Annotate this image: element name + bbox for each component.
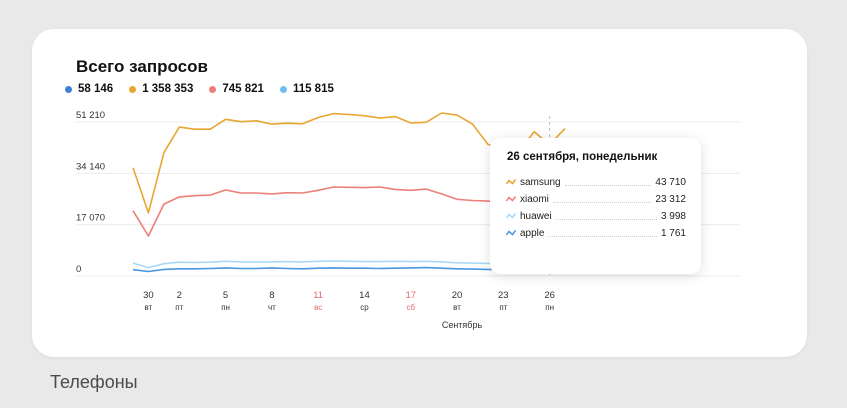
legend-item[interactable]: 745 821 xyxy=(209,83,264,95)
x-tick-weekday: пн xyxy=(221,303,230,312)
tooltip-value: 43 710 xyxy=(655,176,686,188)
x-tick-label: 5 xyxy=(223,290,228,301)
tooltip-leader xyxy=(548,229,657,237)
x-tick-weekday: пт xyxy=(175,303,183,312)
x-tick-label: 17 xyxy=(405,290,416,301)
tooltip-series-name: huawei xyxy=(520,210,552,222)
x-tick-label: 14 xyxy=(359,290,370,301)
y-tick-label: 17 070 xyxy=(76,213,105,224)
tooltip-row: xiaomi 23 312 xyxy=(506,192,686,206)
x-tick-label: 2 xyxy=(177,290,182,301)
legend-item[interactable]: 58 146 xyxy=(65,83,113,95)
x-tick-label: 11 xyxy=(313,290,323,301)
legend-total: 1 358 353 xyxy=(142,83,194,95)
tooltip-series-name: apple xyxy=(520,227,545,239)
legend-dot xyxy=(129,85,137,93)
tooltip-row: apple 1 761 xyxy=(506,226,686,240)
x-tick-label: 20 xyxy=(452,290,463,301)
legend-total: 115 815 xyxy=(292,83,334,95)
x-tick-weekday: пн xyxy=(545,303,554,312)
legend-item[interactable]: 115 815 xyxy=(279,83,334,95)
tooltip-leader xyxy=(555,212,657,220)
series-line-icon xyxy=(506,213,516,219)
x-tick-label: 23 xyxy=(498,290,509,301)
x-tick-weekday: вт xyxy=(453,303,461,312)
chart-card: Всего запросов 58 146 1 358 353 745 821 115… xyxy=(32,29,807,357)
legend-dot xyxy=(209,85,217,93)
y-tick-label: 34 140 xyxy=(76,161,105,172)
series-line-icon xyxy=(506,179,516,185)
legend-total: 58 146 xyxy=(78,83,114,95)
series-line-icon xyxy=(506,230,516,236)
card-caption: Телефоны xyxy=(50,372,138,392)
legend-item[interactable]: 1 358 353 xyxy=(129,83,193,95)
tooltip-series-name: xiaomi xyxy=(520,193,549,205)
x-tick-label: 26 xyxy=(544,290,555,301)
tooltip-leader xyxy=(552,195,652,203)
x-tick-weekday: вс xyxy=(314,303,322,312)
tooltip-leader xyxy=(564,178,652,186)
x-tick-weekday: пт xyxy=(499,303,507,312)
tooltip-value: 1 761 xyxy=(660,227,686,239)
tooltip-value: 23 312 xyxy=(655,193,686,205)
x-tick-weekday: вт xyxy=(145,303,153,312)
series-line-icon xyxy=(506,196,516,202)
legend-dot xyxy=(279,85,287,93)
tooltip-series-name: samsung xyxy=(520,176,561,188)
tooltip-value: 3 998 xyxy=(660,210,686,222)
x-tick-label: 8 xyxy=(269,290,274,301)
legend: 58 146 1 358 353 745 821 115 815 xyxy=(65,83,350,95)
x-axis-label: Сентябрь xyxy=(442,320,483,330)
chart-title: Всего запросов xyxy=(76,57,208,76)
tooltip-row: samsung 43 710 xyxy=(506,175,686,189)
x-tick-weekday: ср xyxy=(360,303,369,312)
tooltip-row: huawei 3 998 xyxy=(506,209,686,223)
legend-dot xyxy=(65,85,72,93)
chart-tooltip: 26 сентября, понедельник samsung 43 710 xi… xyxy=(490,138,701,274)
y-tick-label: 0 xyxy=(76,264,81,275)
x-tick-weekday: чт xyxy=(268,303,276,312)
x-tick-weekday: сб xyxy=(406,303,415,312)
y-tick-label: 51 210 xyxy=(76,110,105,121)
tooltip-title: 26 сентября, понедельник xyxy=(507,151,658,163)
x-tick-label: 30 xyxy=(143,290,154,301)
legend-total: 745 821 xyxy=(222,83,264,95)
